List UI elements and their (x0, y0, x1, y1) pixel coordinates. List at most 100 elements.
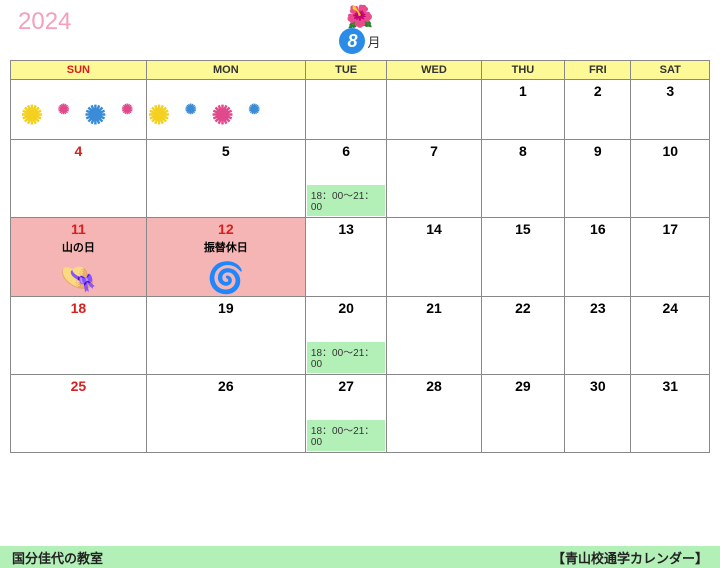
day-number: 18 (11, 297, 146, 316)
week-3: 11 山の日 👒 12 振替休日 🌀 13 14 15 16 17 (11, 218, 710, 297)
day-number (387, 80, 480, 83)
day-cell: 28 (387, 375, 481, 453)
calendar-table: SUN MON TUE WED THU FRI SAT ✺ ✺ ✺ ✺ ✺ ✺ … (10, 60, 710, 453)
month-badge: 🌺 8 月 (339, 6, 380, 54)
day-cell: 16 (565, 218, 631, 297)
day-cell-holiday: 11 山の日 👒 (11, 218, 147, 297)
day-number: 8 (482, 140, 565, 159)
holiday-label: 振替休日 (147, 239, 305, 255)
day-number: 19 (147, 297, 305, 316)
month-suffix: 月 (367, 32, 380, 51)
firework-icon: ✺ (121, 102, 133, 128)
day-cell: 8 (481, 140, 565, 218)
header-row: SUN MON TUE WED THU FRI SAT (11, 61, 710, 80)
day-cell: 24 (631, 297, 710, 375)
day-cell (146, 80, 305, 140)
day-cell: 26 (146, 375, 305, 453)
day-cell: 7 (387, 140, 481, 218)
day-number (11, 80, 146, 83)
firework-icon: ✺ (85, 102, 107, 128)
coil-icon: 🌀 (147, 261, 305, 296)
day-cell: 22 (481, 297, 565, 375)
day-number: 25 (11, 375, 146, 394)
day-number: 6 (306, 140, 386, 159)
day-number: 13 (306, 218, 386, 237)
footer-left-text: 国分佳代の教室 (12, 548, 103, 567)
header-sun: SUN (11, 61, 147, 80)
day-number: 12 (147, 218, 305, 237)
day-number: 7 (387, 140, 480, 159)
day-number: 22 (482, 297, 565, 316)
day-number: 4 (11, 140, 146, 159)
day-number: 2 (565, 80, 630, 99)
firework-icon: ✺ (58, 102, 70, 128)
firework-icon: ✺ (21, 102, 43, 128)
week-4: 18 19 20 18：00～21：00 21 22 23 24 (11, 297, 710, 375)
day-cell: 4 (11, 140, 147, 218)
day-cell: 9 (565, 140, 631, 218)
day-cell: 30 (565, 375, 631, 453)
day-number: 24 (631, 297, 709, 316)
day-cell: 25 (11, 375, 147, 453)
day-number: 20 (306, 297, 386, 316)
day-cell (305, 80, 386, 140)
day-cell: 29 (481, 375, 565, 453)
footer-bar: 国分佳代の教室 【青山校通学カレンダー】 (0, 546, 720, 568)
day-cell: 27 18：00～21：00 (305, 375, 386, 453)
header-thu: THU (481, 61, 565, 80)
day-cell: 3 (631, 80, 710, 140)
page-header: 2024 🌺 8 月 (0, 0, 720, 60)
day-number: 15 (482, 218, 565, 237)
day-cell: ✺ ✺ ✺ ✺ ✺ ✺ ✺ ✺ (11, 80, 147, 140)
day-cell: 13 (305, 218, 386, 297)
week-2: 4 5 6 18：00～21：00 7 8 9 10 (11, 140, 710, 218)
day-cell: 15 (481, 218, 565, 297)
hat-icon: 👒 (11, 261, 146, 296)
day-number (147, 80, 305, 83)
day-number: 21 (387, 297, 480, 316)
day-cell-holiday: 12 振替休日 🌀 (146, 218, 305, 297)
day-cell: 17 (631, 218, 710, 297)
day-cell (387, 80, 481, 140)
header-tue: TUE (305, 61, 386, 80)
day-cell: 5 (146, 140, 305, 218)
header-fri: FRI (565, 61, 631, 80)
day-number: 30 (565, 375, 630, 394)
timeslot-badge: 18：00～21：00 (307, 342, 385, 373)
hibiscus-icon: 🌺 (346, 6, 373, 28)
day-number: 9 (565, 140, 630, 159)
day-cell: 20 18：00～21：00 (305, 297, 386, 375)
timeslot-badge: 18：00～21：00 (307, 185, 385, 216)
day-number: 17 (631, 218, 709, 237)
day-cell: 14 (387, 218, 481, 297)
week-5: 25 26 27 18：00～21：00 28 29 30 31 (11, 375, 710, 453)
day-cell: 23 (565, 297, 631, 375)
month-circle: 8 月 (339, 28, 380, 54)
day-cell: 19 (146, 297, 305, 375)
day-number (306, 80, 386, 83)
day-number: 3 (631, 80, 709, 99)
day-number: 14 (387, 218, 480, 237)
day-cell: 2 (565, 80, 631, 140)
day-number: 5 (147, 140, 305, 159)
day-number: 27 (306, 375, 386, 394)
day-number: 16 (565, 218, 630, 237)
header-sat: SAT (631, 61, 710, 80)
timeslot-badge: 18：00～21：00 (307, 420, 385, 451)
day-number: 29 (482, 375, 565, 394)
day-number: 26 (147, 375, 305, 394)
day-number: 10 (631, 140, 709, 159)
day-cell: 10 (631, 140, 710, 218)
header-wed: WED (387, 61, 481, 80)
day-number: 1 (482, 80, 565, 99)
day-number: 28 (387, 375, 480, 394)
header-mon: MON (146, 61, 305, 80)
day-number: 31 (631, 375, 709, 394)
year-icon: 2024 (18, 8, 71, 36)
holiday-label: 山の日 (11, 239, 146, 255)
day-cell: 6 18：00～21：00 (305, 140, 386, 218)
day-number: 11 (11, 218, 146, 237)
week-1: ✺ ✺ ✺ ✺ ✺ ✺ ✺ ✺ 1 2 3 (11, 80, 710, 140)
day-cell: 21 (387, 297, 481, 375)
day-number: 23 (565, 297, 630, 316)
